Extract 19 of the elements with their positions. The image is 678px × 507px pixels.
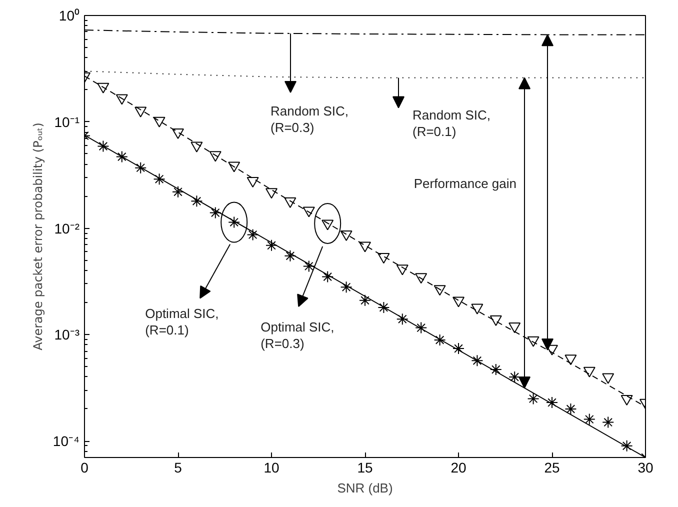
y-tick-label: 10⁻⁴ xyxy=(52,433,80,450)
annotation: Random SIC, (R=0.1) xyxy=(412,108,491,140)
annotation: Performance gain xyxy=(414,176,517,191)
x-tick-label: 30 xyxy=(638,460,654,476)
annotation: Optimal SIC, (R=0.3) xyxy=(260,319,334,351)
x-tick-label: 0 xyxy=(80,460,89,476)
y-tick-label: 10⁻² xyxy=(54,220,80,236)
x-tick-label: 5 xyxy=(174,460,182,476)
y-tick-label: 10⁻¹ xyxy=(54,114,80,130)
annotation: Optimal SIC, (R=0.1) xyxy=(145,306,219,338)
y-axis-title: Average packet error probability (Pₒᵤₜ) xyxy=(30,122,45,350)
x-axis-title: SNR (dB) xyxy=(337,480,393,496)
y-tick-label: 10⁰ xyxy=(58,8,80,24)
x-tick-label: 15 xyxy=(357,460,373,476)
x-tick-label: 10 xyxy=(264,460,280,476)
x-tick-label: 25 xyxy=(544,460,560,476)
annotation: Random SIC, (R=0.3) xyxy=(270,103,349,135)
x-tick-label: 20 xyxy=(450,460,466,476)
y-tick-label: 10⁻³ xyxy=(54,326,80,343)
